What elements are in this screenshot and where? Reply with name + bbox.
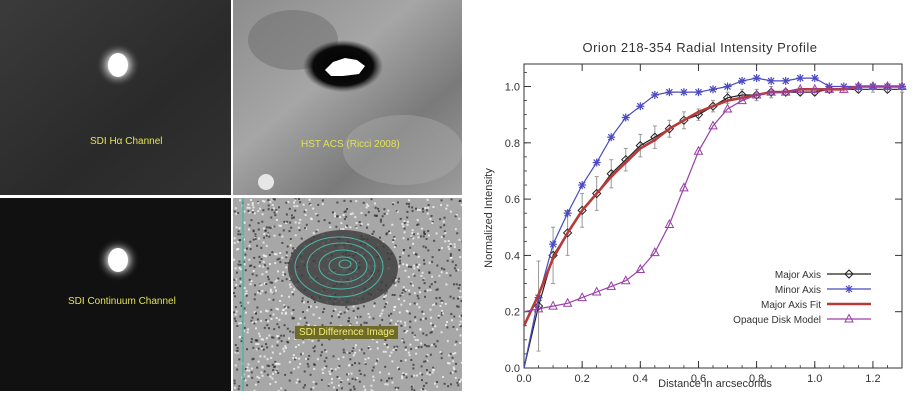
- minor-axis-point: [549, 240, 557, 248]
- minor-axis-point: [694, 88, 702, 96]
- chart-svg: Orion 218-354 Radial Intensity Profile D…: [470, 0, 916, 391]
- minor-axis-point: [796, 74, 804, 82]
- minor-axis-point: [767, 77, 775, 85]
- minor-axis-point: [622, 113, 630, 121]
- y-tick-label: 0.6: [505, 194, 520, 206]
- minor-axis-point: [724, 83, 732, 91]
- minor-axis-point: [709, 85, 717, 93]
- radial-intensity-chart: Orion 218-354 Radial Intensity Profile D…: [470, 0, 916, 391]
- y-axis-label: Normalized Intensity: [483, 168, 495, 268]
- panel-sdi-difference: SDI Difference Image: [233, 198, 462, 391]
- y-tick-label: 0.8: [505, 138, 520, 150]
- x-tick-label: 1.2: [865, 373, 880, 385]
- minor-axis-point: [811, 74, 819, 82]
- legend-marker-minor-axis: [845, 285, 853, 293]
- panel-label: SDI Hα Channel: [90, 136, 162, 147]
- image-panels: SDI Hα Channel: [0, 0, 462, 391]
- legend-label: Minor Axis: [775, 285, 821, 296]
- x-tick-label: 1.0: [807, 373, 822, 385]
- opaque-disk-model-line: [524, 87, 902, 312]
- minor-axis-point: [578, 181, 586, 189]
- legend-label: Major Axis Fit: [761, 300, 821, 311]
- minor-axis-point: [607, 133, 615, 141]
- x-tick-label: 0.8: [749, 373, 764, 385]
- minor-axis-point: [665, 88, 673, 96]
- y-tick-label: 0.0: [505, 363, 520, 375]
- minor-axis-point: [651, 91, 659, 99]
- minor-axis-point: [636, 102, 644, 110]
- panel-label: HST ACS (Ricci 2008): [301, 139, 400, 150]
- panel-sdi-halpha-image: [0, 0, 231, 195]
- minor-axis-point: [680, 88, 688, 96]
- panel-sdi-continuum-image: [0, 198, 231, 391]
- minor-axis-point: [782, 77, 790, 85]
- panel-sdi-halpha: SDI Hα Channel: [0, 0, 231, 195]
- x-tick-label: 0.6: [691, 373, 706, 385]
- legend-label: Opaque Disk Model: [733, 315, 821, 326]
- panel-sdi-continuum: SDI Continuum Channel: [0, 198, 231, 391]
- minor-axis-point: [593, 159, 601, 167]
- panel-label: SDI Continuum Channel: [68, 296, 176, 307]
- legend-marker-opaque-disk-model: [845, 315, 853, 323]
- major-axis-line: [524, 89, 902, 368]
- minor-axis-point: [753, 74, 761, 82]
- minor-axis-point: [564, 209, 572, 217]
- x-tick-label: 0.4: [633, 373, 648, 385]
- chart-title: Orion 218-354 Radial Intensity Profile: [582, 40, 817, 55]
- x-tick-label: 0.2: [575, 373, 590, 385]
- y-tick-label: 1.0: [505, 82, 520, 94]
- minor-axis-point: [738, 77, 746, 85]
- panel-hst-acs: HST ACS (Ricci 2008): [233, 0, 462, 195]
- panel-hst-acs-image: [233, 0, 462, 195]
- y-tick-label: 0.4: [505, 250, 520, 262]
- y-tick-label: 0.2: [505, 307, 520, 319]
- legend-label: Major Axis: [775, 270, 821, 281]
- panel-label: SDI Difference Image: [295, 326, 398, 339]
- panel-sdi-difference-image: [233, 198, 462, 391]
